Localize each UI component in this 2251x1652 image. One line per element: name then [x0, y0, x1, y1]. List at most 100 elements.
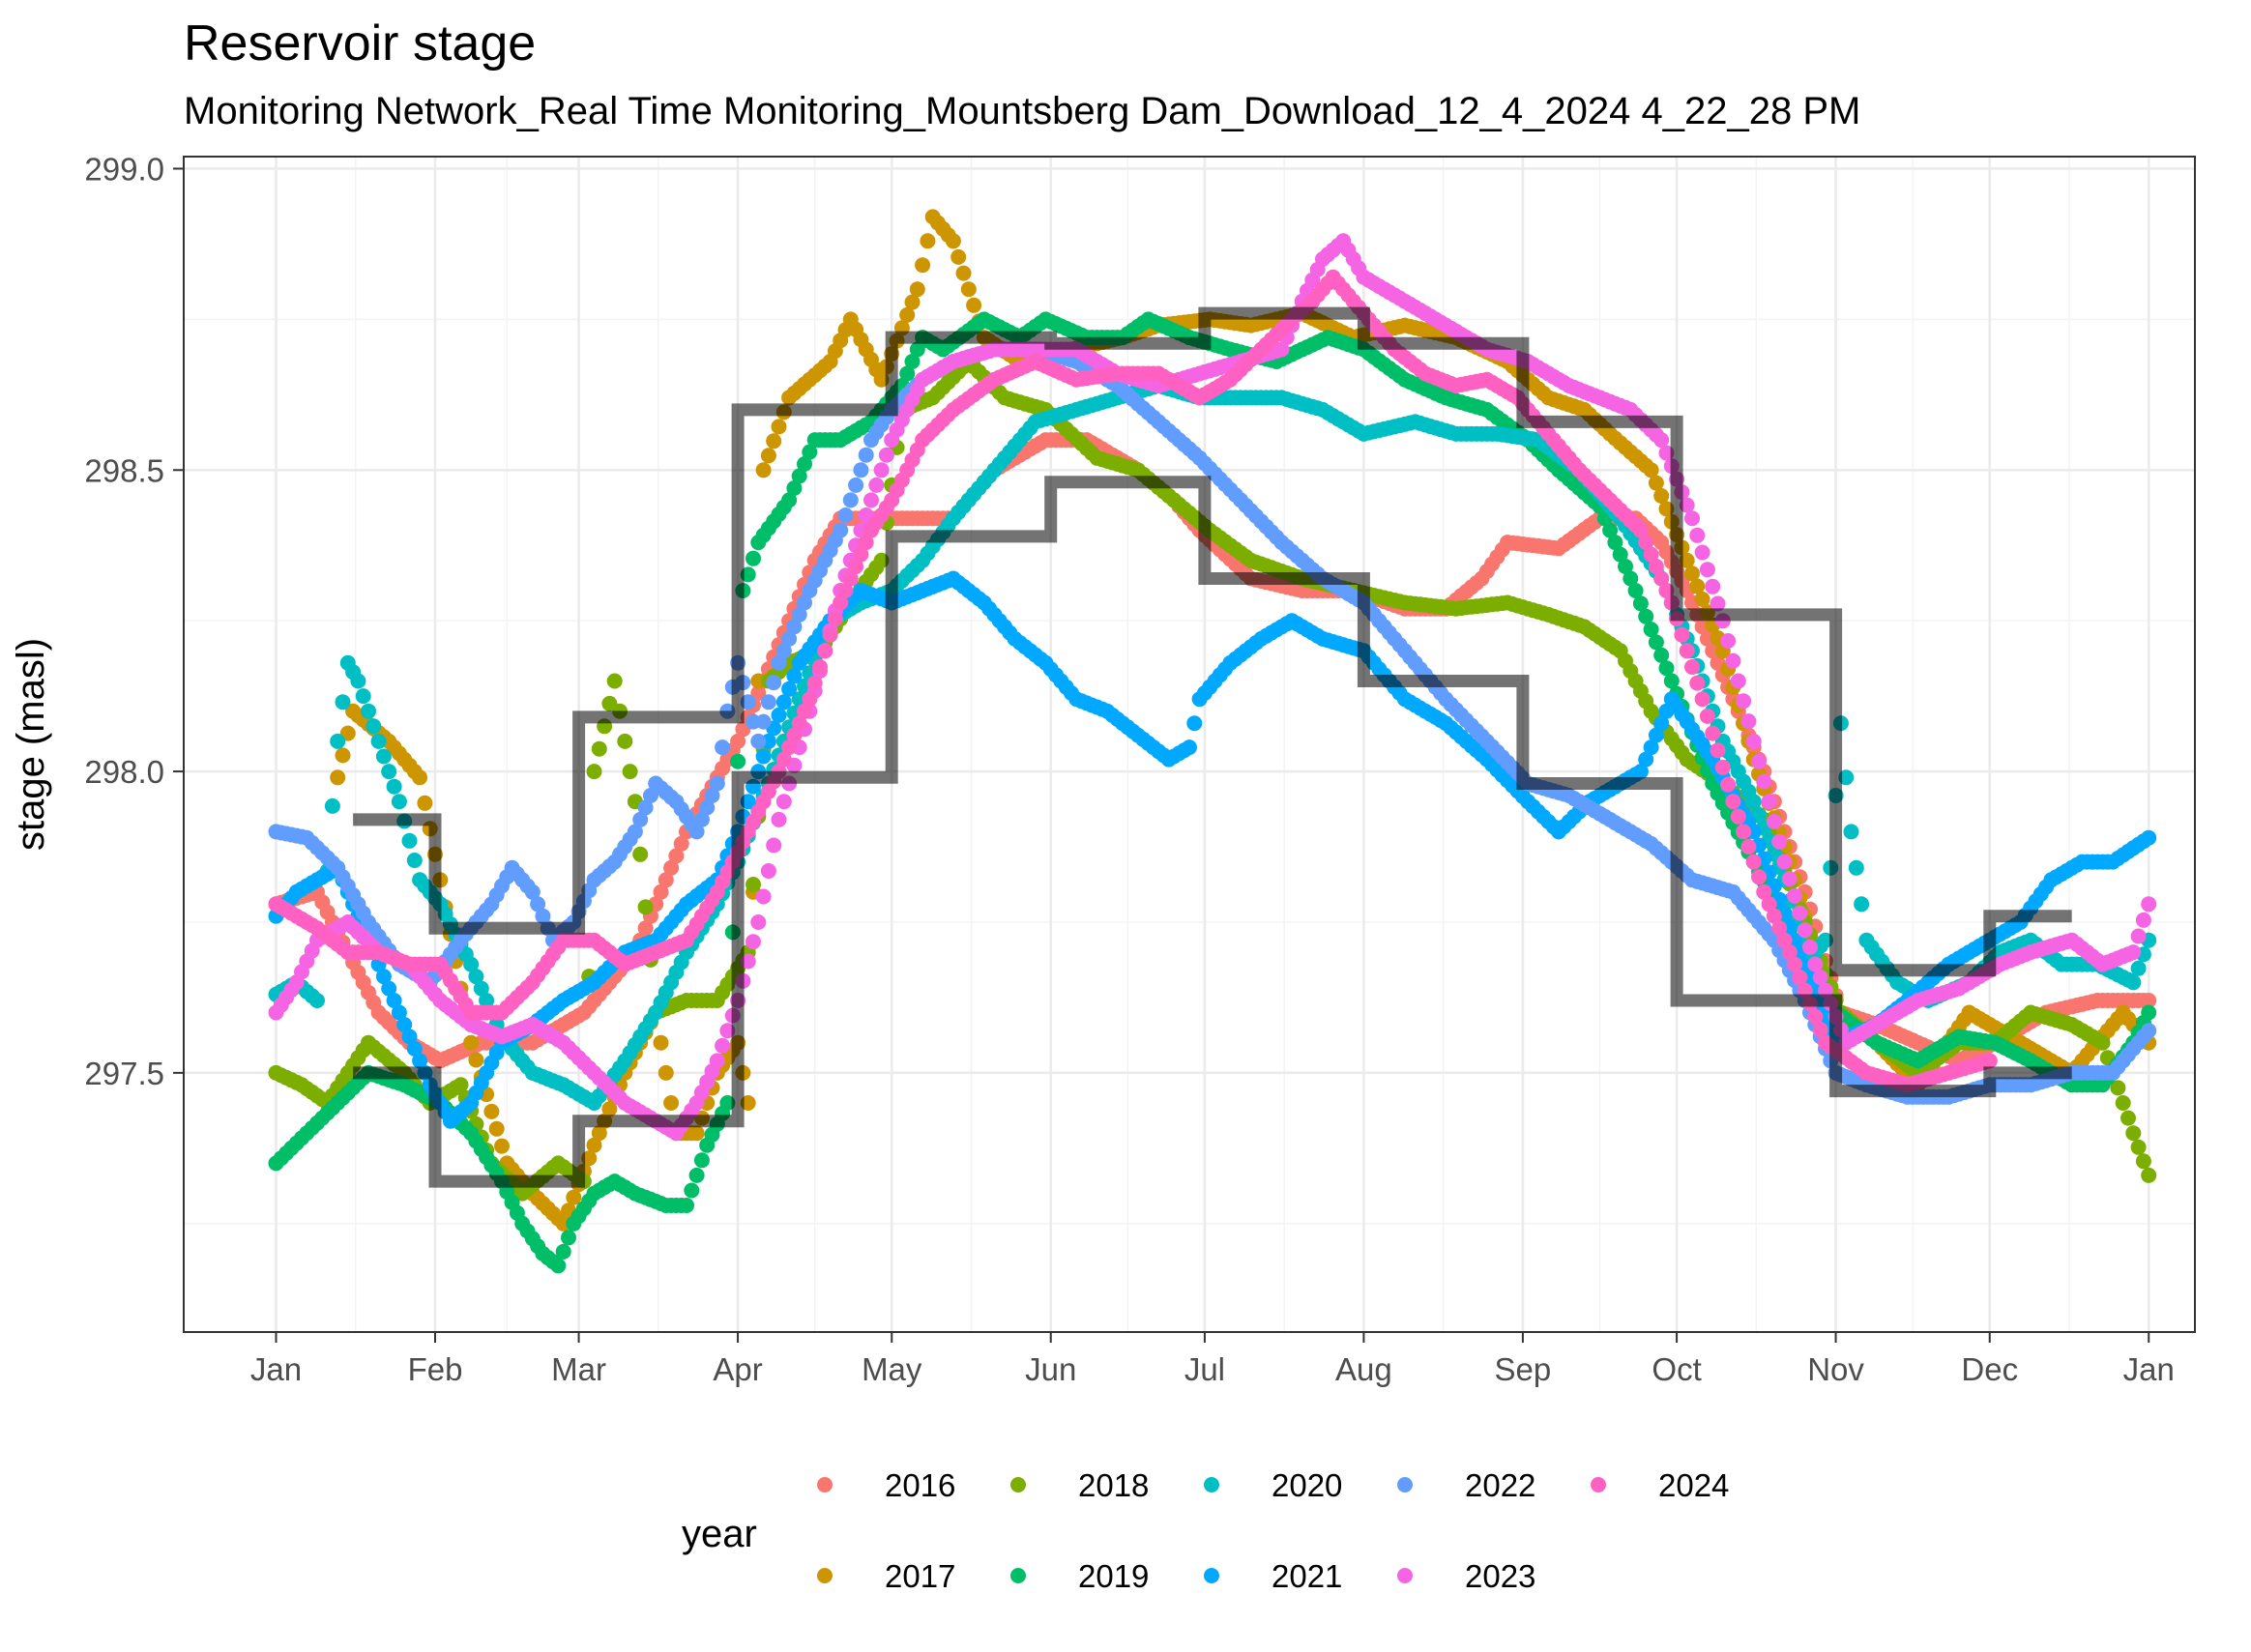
data-point	[873, 462, 890, 478]
data-point	[812, 659, 828, 675]
data-point	[719, 1023, 736, 1039]
data-point	[837, 507, 854, 523]
data-point	[848, 559, 864, 574]
data-point	[2130, 928, 2147, 944]
data-point	[750, 914, 767, 930]
data-point	[781, 492, 798, 508]
data-point	[453, 1077, 469, 1093]
data-point	[781, 739, 798, 756]
data-point	[755, 748, 772, 765]
data-point	[530, 896, 546, 913]
data-point	[781, 681, 798, 697]
data-point	[1705, 578, 1721, 594]
data-point	[786, 727, 803, 743]
series-2021	[268, 570, 2157, 1129]
data-point	[909, 341, 925, 358]
legend-key-2020	[1204, 1477, 1219, 1493]
data-point	[658, 1064, 674, 1081]
data-point	[381, 764, 397, 780]
data-point	[591, 740, 607, 757]
data-point	[330, 733, 346, 749]
data-point	[1787, 956, 1803, 972]
data-point	[2135, 912, 2151, 928]
data-point	[688, 1125, 705, 1142]
data-point	[535, 908, 551, 924]
data-point	[1854, 896, 1870, 913]
data-point	[2115, 1095, 2131, 1111]
data-point	[1622, 570, 1639, 587]
data-point	[745, 877, 761, 892]
legend: year 2016 2017 2018 2019 2020 2021 2022 2023 202…	[682, 1467, 1729, 1594]
data-point	[715, 739, 731, 756]
x-tick-label: Apr	[713, 1351, 762, 1387]
data-point	[771, 707, 787, 723]
data-point	[766, 675, 782, 691]
data-point	[637, 799, 654, 816]
data-point	[1694, 691, 1710, 708]
data-point	[1638, 535, 1654, 551]
data-point	[566, 1189, 582, 1205]
data-point	[704, 788, 720, 803]
data-point	[1705, 725, 1721, 741]
data-point	[750, 733, 767, 749]
data-point	[786, 668, 803, 684]
data-point	[2141, 1004, 2157, 1021]
data-point	[1653, 432, 1670, 449]
data-point	[406, 1040, 423, 1057]
data-point	[1792, 905, 1808, 921]
data-point	[622, 764, 638, 780]
data-point	[873, 552, 890, 568]
data-point	[1689, 578, 1706, 594]
data-point	[1643, 622, 1659, 638]
data-point	[1627, 583, 1644, 598]
data-point	[391, 1004, 407, 1021]
data-point	[1694, 591, 1710, 607]
data-point	[766, 837, 782, 854]
data-point	[2125, 1125, 2142, 1142]
data-point	[904, 294, 921, 310]
data-point	[755, 713, 772, 730]
data-point	[1776, 854, 1793, 870]
x-tick-label: Dec	[1961, 1351, 2018, 1387]
data-point	[2094, 1034, 2111, 1051]
data-point	[915, 257, 931, 274]
data-point	[909, 281, 925, 298]
data-point	[827, 611, 843, 627]
data-point	[2141, 1167, 2157, 1183]
data-point	[699, 799, 716, 816]
data-point	[335, 747, 351, 764]
data-point	[693, 811, 710, 827]
data-point	[873, 371, 890, 388]
legend-key-2023	[1397, 1568, 1413, 1583]
data-point	[1756, 884, 1772, 900]
series-layer	[268, 209, 2157, 1274]
data-point	[1812, 970, 1828, 986]
data-point	[1648, 559, 1664, 574]
data-point	[853, 462, 869, 478]
data-point	[837, 583, 854, 598]
data-point	[715, 1037, 731, 1054]
data-point	[2141, 829, 2157, 846]
legend-label-2020: 2020	[1272, 1467, 1342, 1503]
data-point	[740, 566, 756, 583]
data-point	[663, 1095, 680, 1111]
data-point	[1751, 869, 1767, 885]
data-point	[355, 688, 371, 705]
data-point	[1771, 833, 1788, 850]
data-point	[494, 1138, 510, 1154]
data-point	[1838, 769, 1855, 786]
data-point	[1761, 794, 1777, 810]
data-point	[1776, 932, 1793, 948]
data-point	[2141, 1023, 2157, 1039]
series-step-10	[353, 476, 2072, 1188]
x-tick-label: Nov	[1807, 1351, 1864, 1387]
data-point	[760, 448, 776, 464]
data-point	[1787, 887, 1803, 904]
data-point	[1699, 708, 1715, 724]
data-point	[581, 1150, 598, 1167]
x-tick-label: Jan	[250, 1351, 302, 1387]
data-point	[1781, 944, 1798, 961]
data-point	[755, 462, 772, 478]
data-point	[401, 832, 418, 849]
series-2022	[268, 341, 2157, 1105]
